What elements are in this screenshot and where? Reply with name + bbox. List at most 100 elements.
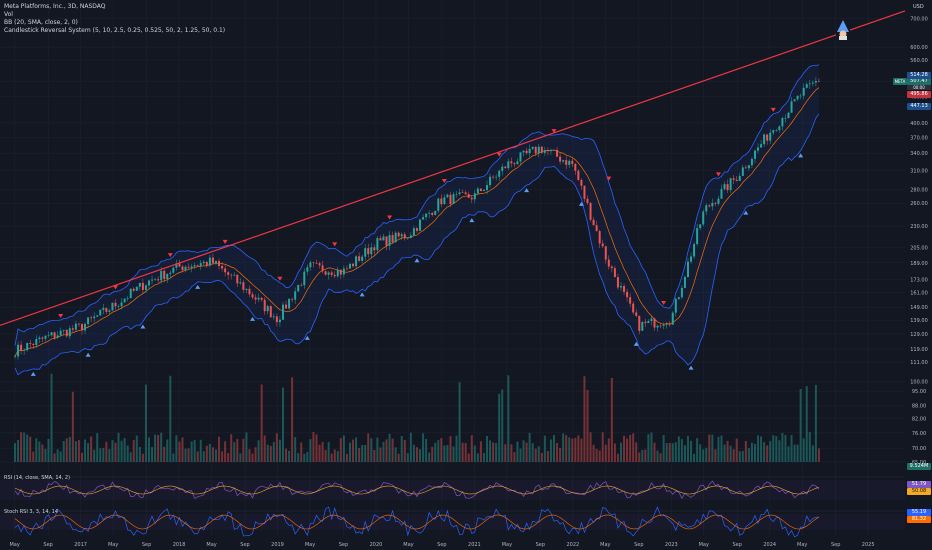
candle-body — [166, 273, 169, 279]
volume-bar — [288, 450, 291, 462]
volume-bar — [763, 442, 766, 462]
volume-bar — [379, 447, 382, 462]
volume-bar — [647, 434, 650, 462]
candle-body — [656, 325, 659, 328]
time-axis[interactable]: May Sep 2017 May Sep 2018 May Sep 2019 May Sep 2020… — [9, 542, 874, 548]
candle-body — [546, 150, 549, 152]
reversal-system-label[interactable]: Candlestick Reversal System (5, 10, 2.5,… — [4, 27, 226, 34]
volume-bar — [202, 451, 205, 462]
time-tick-label: Sep — [339, 542, 348, 548]
candle-body — [708, 205, 711, 207]
stoch-rsi-pane[interactable] — [0, 506, 905, 538]
sell-signal-marker — [112, 285, 118, 290]
stoch-rsi-label[interactable]: Stoch RSI 3, 3, 14, 14 — [4, 509, 59, 515]
candle-body — [461, 192, 464, 193]
candle-body — [318, 263, 321, 266]
candle-body — [531, 146, 534, 149]
candle-body — [464, 192, 467, 195]
volume-bar — [671, 443, 674, 462]
volume-bar — [808, 432, 811, 462]
candle-body — [53, 332, 56, 338]
candle-body — [662, 324, 665, 326]
candle-body — [288, 298, 291, 309]
candle-body — [449, 194, 452, 204]
symbol-title[interactable]: Meta Platforms, Inc., 3D, NASDAQ — [4, 3, 106, 10]
trendline[interactable] — [0, 10, 906, 326]
candle-body — [23, 350, 26, 351]
volume-bar — [160, 432, 163, 462]
volume-bar — [190, 441, 193, 462]
rsi-pane[interactable] — [0, 476, 905, 500]
price-tick-label: 95.00 — [912, 389, 926, 395]
volume-label[interactable]: Vol — [4, 11, 13, 18]
candle-body — [108, 310, 111, 312]
price-tick-label: 111.00 — [910, 360, 928, 366]
volume-bar — [668, 443, 671, 462]
volume-bar — [720, 435, 723, 462]
volume-bar — [339, 438, 342, 462]
volume-bar — [562, 433, 565, 462]
volume-bar — [580, 438, 583, 462]
rsi-label[interactable]: RSI (14, close, SMA, 14, 2) — [4, 475, 71, 481]
candle-body — [199, 263, 202, 266]
buy-signal-marker — [359, 292, 365, 297]
price-tick-label: 340.00 — [910, 151, 928, 157]
candle-body — [364, 248, 367, 257]
candle-body — [467, 194, 470, 198]
volume-bar — [144, 384, 147, 462]
candle-body — [74, 323, 77, 330]
time-tick-label: Sep — [634, 542, 643, 548]
candle-body — [379, 238, 382, 241]
volume-bar — [370, 438, 373, 462]
volume-bar — [105, 441, 108, 462]
bollinger-label[interactable]: BB (20, SMA, close, 2, 0) — [4, 19, 78, 26]
volume-bar — [364, 445, 367, 462]
candle-body — [668, 324, 671, 326]
time-tick-label: Sep — [43, 542, 52, 548]
time-tick-label: 2025 — [862, 542, 875, 548]
volume-bar — [41, 444, 44, 462]
candle-body — [750, 158, 753, 166]
volume-bar — [367, 433, 370, 462]
volume-bar — [629, 434, 632, 462]
currency-label[interactable]: USD — [913, 4, 924, 10]
price-tick-label: 119.00 — [910, 347, 928, 353]
candle-body — [568, 160, 571, 165]
volume-bar — [632, 433, 635, 462]
countdown-tag: 00:00 — [907, 85, 931, 90]
candle-body — [266, 306, 269, 312]
sell-signal-marker — [551, 129, 557, 134]
volume-bar — [589, 432, 592, 462]
volume-bar — [358, 447, 361, 462]
candle-body — [732, 178, 735, 180]
candle-body — [281, 304, 284, 320]
time-tick-label: May — [108, 542, 118, 548]
volume-bar — [141, 453, 144, 462]
candle-body — [163, 270, 166, 279]
volume-bar — [680, 439, 683, 462]
volume-bar — [196, 451, 199, 462]
candle-body — [44, 335, 47, 339]
volume-bar — [391, 438, 394, 462]
candle-body — [516, 161, 519, 165]
volume-bar — [473, 445, 476, 462]
sell-signal-marker — [277, 276, 283, 281]
volume-bar — [248, 449, 251, 462]
candle-body — [419, 219, 422, 231]
buy-signal-marker — [85, 352, 91, 357]
candle-body — [653, 318, 656, 328]
candle-body — [556, 149, 559, 157]
volume-bar — [385, 439, 388, 462]
candle-body — [239, 282, 242, 284]
candle-body — [117, 306, 120, 307]
volume-bar — [114, 442, 117, 462]
candle-body — [309, 262, 312, 268]
candle-body — [126, 298, 129, 299]
candle-body — [705, 205, 708, 212]
bb-lower-tag: 495.86 — [907, 91, 931, 98]
volume-bar — [324, 449, 327, 462]
volume-bar — [214, 449, 217, 462]
volume-bar — [586, 389, 589, 462]
candle-body — [415, 228, 418, 231]
